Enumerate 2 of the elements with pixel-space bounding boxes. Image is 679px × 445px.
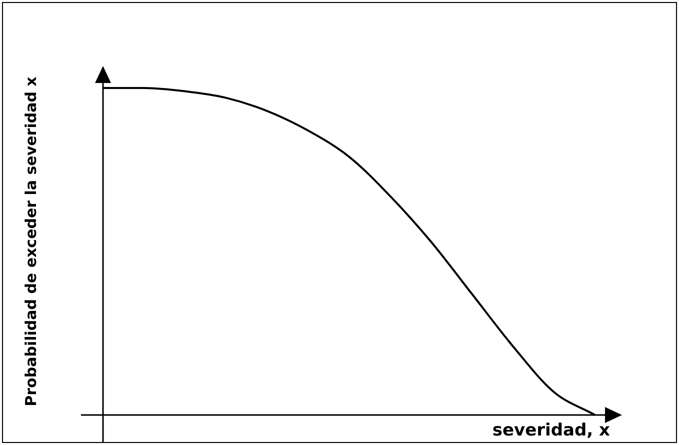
x-axis-title: severidad, x [492, 420, 610, 440]
y-axis-title: Probabilidad de exceder la severidad x [22, 76, 40, 406]
